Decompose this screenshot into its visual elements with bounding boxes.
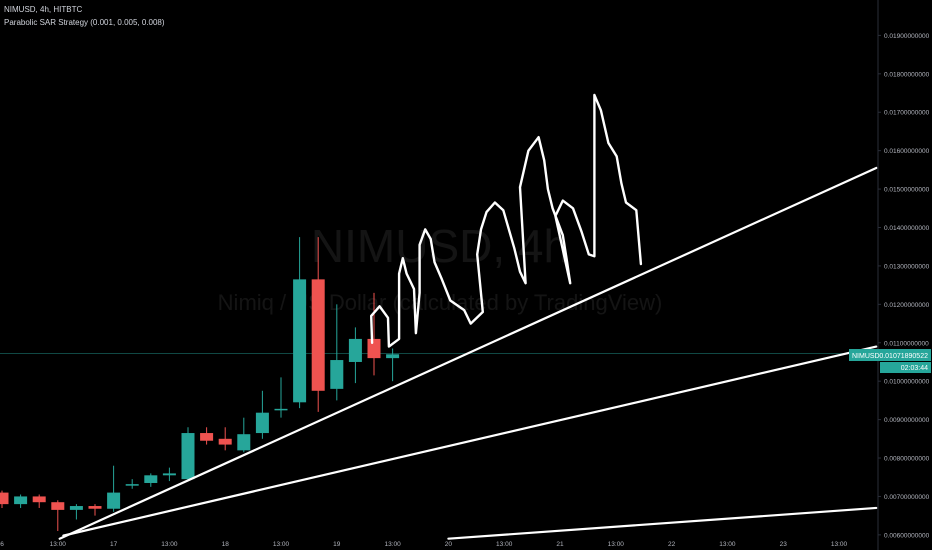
candle xyxy=(274,377,288,418)
candle-body xyxy=(69,506,83,510)
price-tick-label: 0.01700000000 xyxy=(884,110,930,117)
trend-line xyxy=(58,166,878,540)
time-tick-label: 17 xyxy=(110,541,118,548)
price-tick-label: 0.01400000000 xyxy=(884,225,930,232)
last-price-symbol: NIMUSD xyxy=(852,353,880,360)
time-tick-label: 13:00 xyxy=(719,541,736,548)
candle-body xyxy=(237,434,251,451)
price-tick-label: 0.01200000000 xyxy=(884,302,930,309)
candle-body xyxy=(144,475,158,483)
candle xyxy=(0,490,9,508)
price-tick-label: 0.00800000000 xyxy=(884,456,930,463)
price-tick-label: 0.00900000000 xyxy=(884,417,930,424)
candle-body xyxy=(274,408,288,411)
candle-body xyxy=(330,360,344,389)
time-tick-label: 22 xyxy=(668,541,676,548)
bar-countdown: 02:03:44 xyxy=(901,365,928,372)
price-tick-label: 0.01000000000 xyxy=(884,379,930,386)
candle xyxy=(107,465,121,512)
time-tick-label: 18 xyxy=(222,541,230,548)
candle xyxy=(88,504,102,516)
price-tick-label: 0.01100000000 xyxy=(884,340,929,347)
candle xyxy=(218,427,232,451)
candle-body xyxy=(181,433,195,480)
watermark-symbol: NIMUSD, 4h xyxy=(311,220,569,272)
price-tick-label: 0.00700000000 xyxy=(884,494,930,501)
time-tick-label: 23 xyxy=(780,541,788,548)
time-tick-label: 13:00 xyxy=(384,541,401,548)
candle-body xyxy=(125,484,139,486)
time-tick-label: 13:00 xyxy=(831,541,848,548)
candle-body xyxy=(162,473,176,476)
candle-body xyxy=(88,506,102,509)
candle-body xyxy=(293,279,307,403)
last-price-tag: NIMUSD 0.01071890522 02:03:44 xyxy=(849,349,931,373)
legend-indicator[interactable]: Parabolic SAR Strategy (0.001, 0.005, 0.… xyxy=(4,18,165,27)
price-axis[interactable]: 0.02000000000 0.01900000000 0.01800000000 0… xyxy=(878,0,930,539)
candle xyxy=(386,348,400,382)
candle-body xyxy=(0,492,9,505)
legend: NIMUSD, 4h, HITBTC Parabolic SAR Strateg… xyxy=(4,3,165,29)
price-tick-label: 0.01500000000 xyxy=(884,187,930,194)
freehand-drawing xyxy=(370,93,643,348)
time-tick-label: 13:00 xyxy=(273,541,290,548)
candle xyxy=(125,479,139,489)
time-tick-label: 19 xyxy=(333,541,341,548)
candle xyxy=(348,327,362,384)
plot-area[interactable] xyxy=(0,237,878,532)
candle xyxy=(69,504,83,520)
drawing-layer xyxy=(58,93,878,540)
candle-body xyxy=(107,492,121,509)
candle-body xyxy=(255,412,269,434)
legend-symbol[interactable]: NIMUSD, 4h, HITBTC xyxy=(4,5,83,14)
candle xyxy=(255,390,269,439)
price-tick-label: 0.01900000000 xyxy=(884,33,930,40)
candle xyxy=(293,237,307,409)
candle xyxy=(311,237,325,412)
candle-body xyxy=(348,338,362,362)
candle-body xyxy=(200,433,214,441)
time-tick-label: 13:00 xyxy=(608,541,625,548)
time-tick-label: 13:00 xyxy=(161,541,178,548)
candle-body xyxy=(218,438,232,445)
trend-line xyxy=(62,345,878,537)
time-tick-label: 6 xyxy=(0,541,4,548)
last-price-value: 0.01071890522 xyxy=(879,353,928,360)
candle-body xyxy=(311,279,325,391)
candle xyxy=(181,427,195,482)
candle-body xyxy=(14,496,28,505)
time-tick-label: 20 xyxy=(445,541,453,548)
time-tick-label: 13:00 xyxy=(496,541,513,548)
time-tick-label: 13:00 xyxy=(50,541,67,548)
trend-line xyxy=(447,506,878,540)
candle xyxy=(14,494,28,508)
time-tick-label: 21 xyxy=(556,541,564,548)
price-tick-label: 0.01800000000 xyxy=(884,71,930,78)
candle-body xyxy=(51,502,65,510)
candle xyxy=(330,304,344,401)
candle-body xyxy=(32,496,46,503)
candle xyxy=(32,494,46,508)
time-axis[interactable]: 6 13:00 17 13:00 18 13:00 19 13:00 20 13:00 21 13:0… xyxy=(0,541,847,548)
watermark-description: Nimiq / US Dollar (calculated by Trading… xyxy=(218,290,663,315)
candle-body xyxy=(367,338,381,359)
candle-body xyxy=(386,354,400,359)
candle xyxy=(237,417,251,453)
price-tick-label: 0.02000000000 xyxy=(884,0,930,1)
price-tick-label: 0.01600000000 xyxy=(884,148,930,155)
candle xyxy=(51,500,65,532)
candle xyxy=(162,467,176,482)
price-tick-label: 0.01300000000 xyxy=(884,263,930,270)
candle xyxy=(144,473,158,487)
candle xyxy=(367,292,381,376)
candle xyxy=(200,427,214,445)
price-tick-label: 0.00600000000 xyxy=(884,532,930,539)
